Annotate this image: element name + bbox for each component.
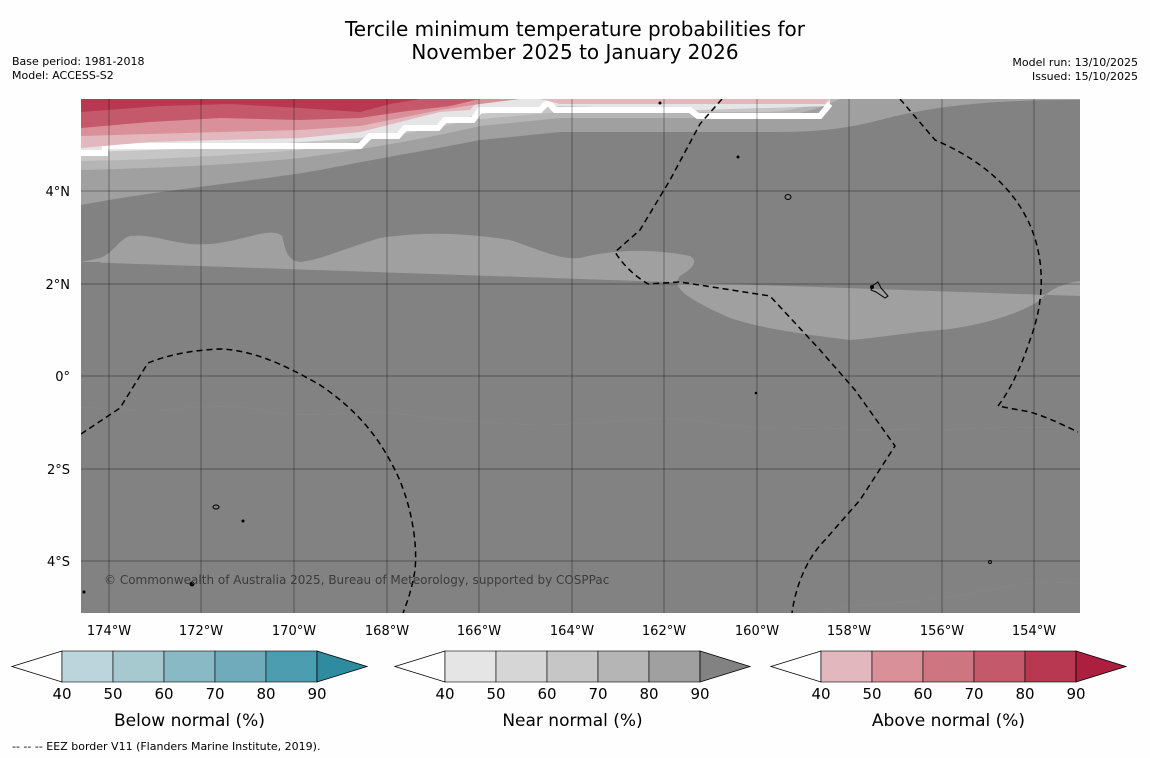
- lat-tick-labels: 4°N 2°N 0° 2°S 4°S: [46, 185, 71, 570]
- colorbar-tick-label: 40: [811, 685, 830, 703]
- colorbar-tick-label: 70: [964, 685, 983, 703]
- colorbar-segment: [973, 650, 1026, 683]
- lat-tick: 0°: [55, 370, 70, 385]
- colorbar-segment: [922, 650, 975, 683]
- white-gap-line: [81, 99, 833, 156]
- lon-tick: 170°W: [272, 624, 316, 639]
- base-period: Base period: 1981-2018: [12, 55, 145, 68]
- lon-tick: 168°W: [365, 624, 409, 639]
- colorbar-segment: [214, 650, 267, 683]
- near-normal-90-band-south: [81, 406, 1080, 613]
- colorbar-tick-label: 60: [537, 685, 556, 703]
- colorbar-under-triangle: [393, 650, 446, 683]
- lon-tick-labels: 174°W 172°W 170°W 168°W 166°W 164°W 162°…: [87, 624, 1056, 639]
- colorbar-label: Below normal (%): [114, 711, 265, 731]
- colorbar-tick-label: 80: [1015, 685, 1034, 703]
- colorbar-label: Above normal (%): [872, 711, 1025, 731]
- colorbar-over-triangle: [1075, 650, 1128, 683]
- lon-tick: 158°W: [827, 624, 871, 639]
- islands: [82, 101, 992, 594]
- lon-tick: 160°W: [735, 624, 779, 639]
- colorbar-below: 40 50 60 70 80 90 Below normal (%): [10, 650, 369, 731]
- meta-right: Model run: 13/10/2025 Issued: 15/10/2025: [1012, 56, 1138, 84]
- colorbar-segment: [61, 650, 114, 683]
- colorbar-segment: [820, 650, 873, 683]
- lat-tick: 4°N: [46, 185, 71, 200]
- lat-tick: 2°N: [46, 278, 71, 293]
- colorbar-tick-label: 40: [52, 685, 71, 703]
- colorbar-tick-label: 70: [205, 685, 224, 703]
- lon-tick: 154°W: [1012, 624, 1056, 639]
- colorbar-segment: [648, 650, 701, 683]
- colorbar-segment: [871, 650, 924, 683]
- colorbar-segment: [1024, 650, 1077, 683]
- title-line-1: Tercile minimum temperature probabilitie…: [344, 17, 806, 41]
- issued-date: Issued: 15/10/2025: [1031, 70, 1138, 83]
- map-plot-area: [81, 99, 1080, 613]
- lat-tick: 2°S: [47, 463, 70, 478]
- colorbar-over-triangle: [699, 650, 752, 683]
- colorbar-tick-label: 50: [486, 685, 505, 703]
- copyright-text: © Commonwealth of Australia 2025, Bureau…: [104, 573, 609, 587]
- colorbar-above: 40 50 60 70 80 90 Above normal (%): [769, 650, 1128, 731]
- colorbar-segment: [597, 650, 650, 683]
- colorbar-tick-label: 70: [588, 685, 607, 703]
- gridlines: [81, 99, 1080, 613]
- colorbar-tick-label: 50: [862, 685, 881, 703]
- colorbar-under-triangle: [769, 650, 822, 683]
- colorbar-segment: [265, 650, 318, 683]
- colorbar-label: Near normal (%): [502, 711, 642, 731]
- colorbar-segment: [495, 650, 548, 683]
- model-run: Model run: 13/10/2025: [1012, 56, 1138, 69]
- colorbar-segment: [444, 650, 497, 683]
- title-line-2: November 2025 to January 2026: [411, 40, 739, 64]
- colorbar-tick-label: 90: [1066, 685, 1085, 703]
- lon-tick: 156°W: [920, 624, 964, 639]
- colorbar-tick-label: 80: [256, 685, 275, 703]
- colorbar-tick-label: 90: [690, 685, 709, 703]
- eez-borders: [81, 99, 1079, 613]
- colorbar-segment: [112, 650, 165, 683]
- colorbar-tick-label: 40: [435, 685, 454, 703]
- colorbars: 40 50 60 70 80 90 Below normal (%) 40 50 60 70 80 90…: [10, 650, 1128, 731]
- colorbar-near: 40 50 60 70 80 90 Near normal (%): [393, 650, 752, 731]
- colorbar-tick-label: 60: [913, 685, 932, 703]
- meta-left: Base period: 1981-2018 Model: ACCESS-S2: [12, 55, 144, 83]
- colorbar-under-triangle: [10, 650, 63, 683]
- lon-tick: 166°W: [457, 624, 501, 639]
- colorbar-segment: [163, 650, 216, 683]
- colorbar-tick-label: 50: [103, 685, 122, 703]
- lon-tick: 172°W: [179, 624, 223, 639]
- above-normal-80-band: [81, 99, 420, 112]
- colorbar-tick-label: 60: [154, 685, 173, 703]
- map-title: Tercile minimum temperature probabilitie…: [0, 18, 1150, 64]
- colorbar-tick-label: 90: [307, 685, 326, 703]
- lat-tick: 4°S: [47, 555, 70, 570]
- colorbar-segment: [546, 650, 599, 683]
- eez-legend-note: -- -- -- EEZ border V11 (Flanders Marine…: [12, 740, 321, 753]
- lon-tick: 164°W: [550, 624, 594, 639]
- colorbar-over-triangle: [316, 650, 369, 683]
- lon-tick: 162°W: [642, 624, 686, 639]
- colorbar-tick-label: 80: [639, 685, 658, 703]
- model-name: Model: ACCESS-S2: [12, 69, 114, 82]
- lon-tick: 174°W: [87, 624, 131, 639]
- near-normal-90-west-blob: [81, 262, 109, 320]
